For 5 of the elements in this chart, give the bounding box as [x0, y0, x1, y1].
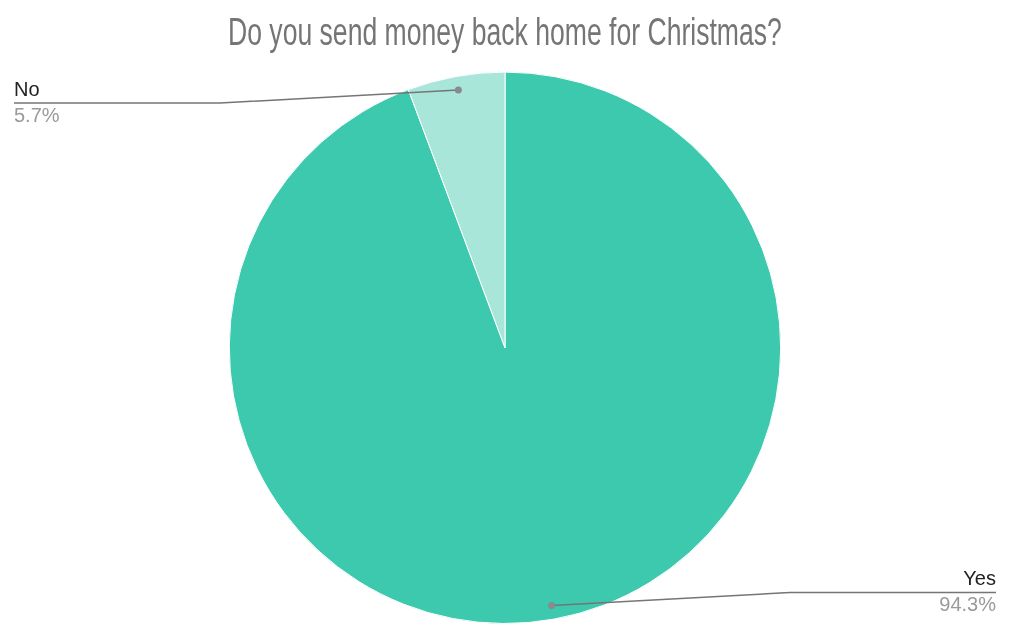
- chart-title: Do you send money back home for Christmas?: [228, 10, 782, 54]
- slice-label: Yes: [963, 567, 996, 590]
- slice-label: No: [14, 77, 40, 100]
- data-label: 5.7%: [14, 103, 60, 126]
- data-label: 94.3%: [939, 593, 997, 616]
